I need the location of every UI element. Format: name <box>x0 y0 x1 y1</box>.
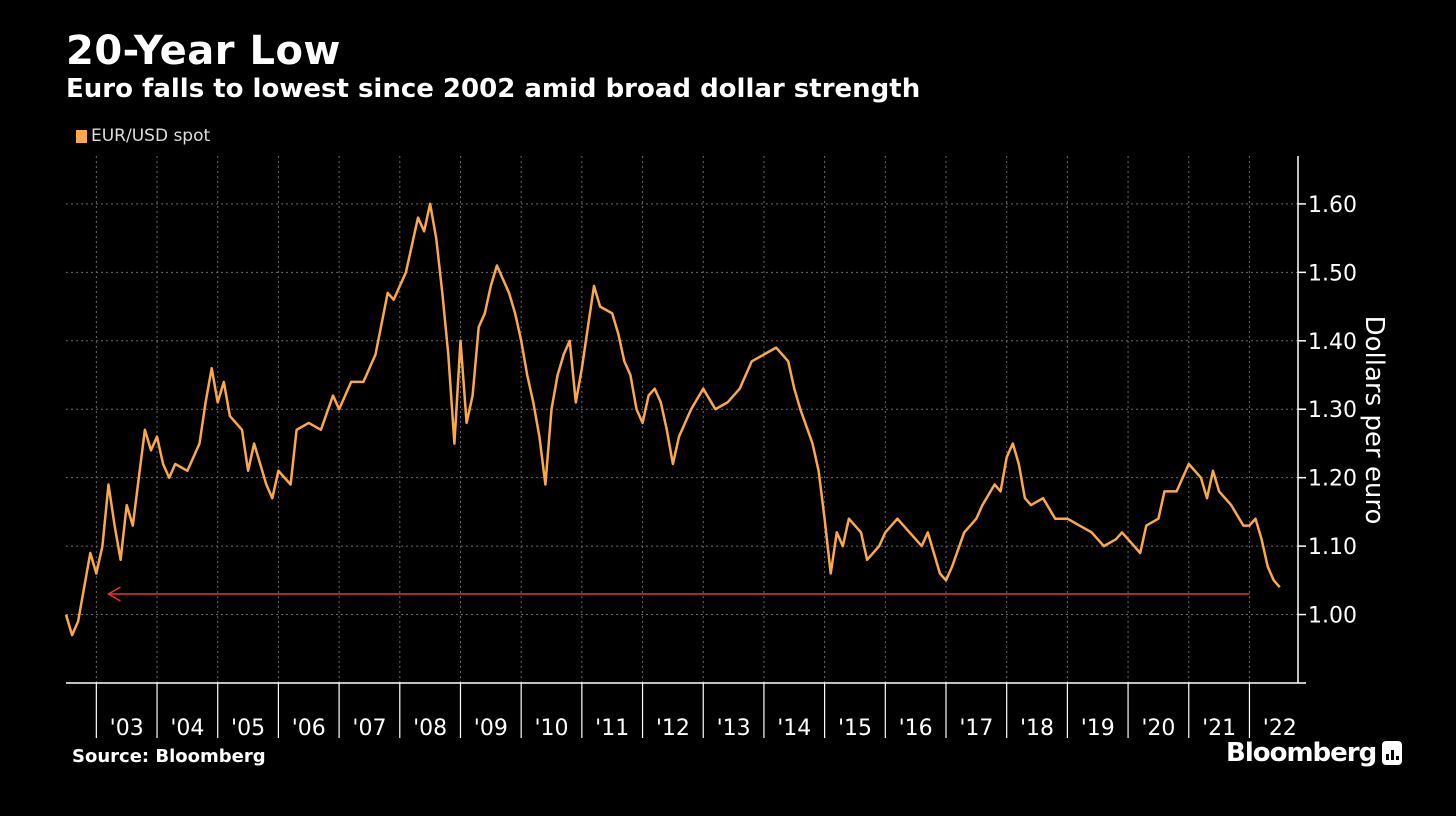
x-tick-label: '15 <box>838 716 872 741</box>
y-axis-label: Dollars per euro <box>1359 316 1389 525</box>
legend: EUR/USD spot <box>76 126 210 146</box>
low-arrow-head <box>106 586 121 602</box>
annotation-layer <box>106 586 1250 602</box>
x-tick-label: '19 <box>1081 716 1115 741</box>
legend-swatch <box>76 129 87 143</box>
series-line-eurusd <box>64 202 1281 637</box>
x-tick-label: '14 <box>777 716 811 741</box>
x-tick-label: '13 <box>717 716 751 741</box>
x-tick-label: '08 <box>413 716 447 741</box>
x-tick-label: '12 <box>656 716 690 741</box>
x-tick-label: '22 <box>1263 716 1297 741</box>
x-tick-label: '20 <box>1141 716 1175 741</box>
y-tick-label: 1.20 <box>1308 467 1357 492</box>
x-tick-label: '07 <box>352 716 386 741</box>
y-tick-label: 1.60 <box>1308 193 1357 218</box>
x-tick-label: '03 <box>110 716 144 741</box>
y-tick-label: 1.00 <box>1308 604 1357 629</box>
source-note: Source: Bloomberg <box>72 746 266 767</box>
chart-subtitle: Euro falls to lowest since 2002 amid bro… <box>66 74 921 104</box>
axes: 1.00 1.10 1.20 1.30 1.40 1.50 1.60 '03 '04 '05 '06… <box>66 156 1357 741</box>
y-tick-label: 1.10 <box>1308 535 1357 560</box>
y-tick-label: 1.50 <box>1308 261 1357 286</box>
y-tick-label: 1.30 <box>1308 398 1357 423</box>
x-tick-label: '10 <box>534 716 568 741</box>
x-tick-label: '09 <box>474 716 508 741</box>
y-tick-label: 1.40 <box>1308 330 1357 355</box>
x-tick-label: '04 <box>170 716 204 741</box>
x-tick-label: '11 <box>595 716 629 741</box>
x-tick-label: '18 <box>1020 716 1054 741</box>
brand-wordmark: Bloomberg <box>1226 738 1377 768</box>
x-tick-label: '21 <box>1202 716 1236 741</box>
chart-title: 20-Year Low <box>66 28 341 74</box>
x-tick-label: '05 <box>231 716 265 741</box>
grid <box>66 156 1298 683</box>
x-tick-label: '06 <box>292 716 326 741</box>
brand-logo: Bloomberg <box>1226 738 1403 768</box>
legend-label: EUR/USD spot <box>91 126 211 146</box>
x-tick-label: '17 <box>959 716 993 741</box>
x-tick-label: '16 <box>899 716 933 741</box>
bar-chart-icon <box>1382 741 1403 765</box>
series-layer <box>64 202 1281 637</box>
